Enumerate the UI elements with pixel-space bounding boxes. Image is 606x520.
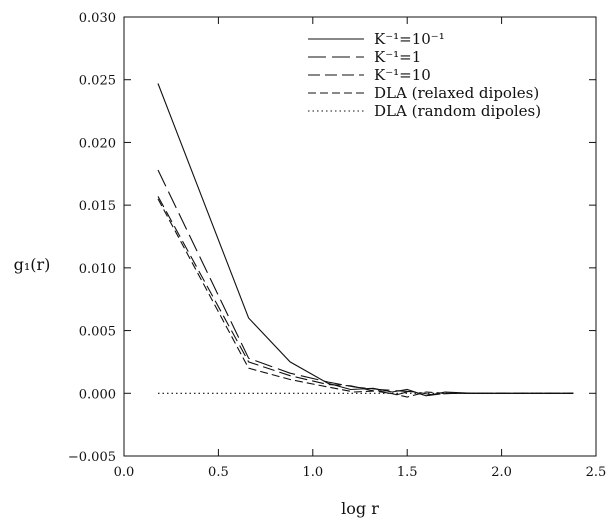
- x-tick-label: 1.0: [302, 465, 323, 480]
- y-tick-label: 0.010: [79, 262, 116, 277]
- y-tick-label: 0.005: [79, 325, 116, 340]
- legend-label-1: K⁻¹=10⁻¹: [374, 30, 445, 48]
- x-tick-label: 2.5: [586, 465, 606, 480]
- series-group: [157, 83, 574, 398]
- legend-label-2: K⁻¹=1: [374, 48, 421, 66]
- series-line-4: [157, 198, 574, 398]
- y-tick-label: −0.005: [68, 450, 116, 465]
- x-tick-label: 0.0: [114, 465, 135, 480]
- series-line-3: [157, 196, 574, 397]
- y-tick-label: 0.000: [79, 387, 116, 402]
- x-tick-label: 1.5: [397, 465, 418, 480]
- y-tick-label: 0.020: [79, 136, 116, 151]
- plot-frame: [123, 16, 597, 457]
- y-axis-title: g₁(r): [14, 255, 51, 274]
- series-line-2: [157, 169, 574, 396]
- x-tick-label: 0.5: [208, 465, 229, 480]
- legend-label-3: K⁻¹=10: [374, 66, 431, 84]
- legend-label-5: DLA (random dipoles): [374, 102, 541, 120]
- y-tick-label: 0.030: [79, 11, 116, 26]
- legend-label-4: DLA (relaxed dipoles): [374, 84, 539, 102]
- axes: 0.0 0.5 1.0 1.5 2.0 2.5 −0.005 0.000 0.005 0.010 0…: [68, 11, 606, 480]
- y-tick-label: 0.015: [79, 199, 116, 214]
- series-line-1: [157, 83, 574, 397]
- x-tick-label: 2.0: [491, 465, 512, 480]
- y-tick-label: 0.025: [79, 74, 116, 89]
- x-axis-title: log r: [341, 499, 379, 518]
